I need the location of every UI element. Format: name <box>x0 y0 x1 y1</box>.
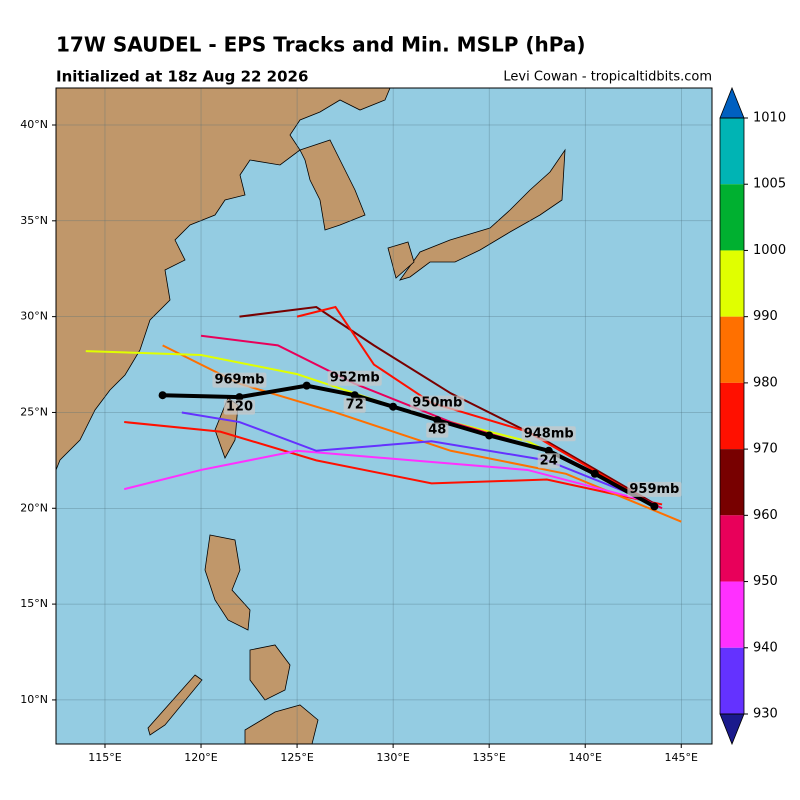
x-tick-label: 135°E <box>472 751 505 764</box>
x-tick-label: 120°E <box>184 751 217 764</box>
colorbar-frame <box>719 117 745 715</box>
pressure-label-bg <box>410 395 465 411</box>
korea <box>299 139 366 231</box>
ensemble-track <box>123 449 653 504</box>
mean-track-point <box>590 469 599 478</box>
pressure-label-bg <box>627 481 682 497</box>
title: 17W SAUDEL - EPS Tracks and Min. MSLP (h… <box>56 33 586 57</box>
colorbar-segment <box>720 184 744 251</box>
x-tick-label: 115°E <box>88 751 121 764</box>
colorbar-tick-label: 970 <box>753 442 778 457</box>
x-tick-label: 140°E <box>568 751 601 764</box>
colorbar-tick-label: 930 <box>753 707 778 722</box>
hour-label: 120 <box>226 400 253 415</box>
y-tick-label: 15°N <box>20 597 48 610</box>
colorbar-tick-label: 940 <box>753 640 778 655</box>
colorbar-segment <box>720 581 744 648</box>
mean-track <box>162 383 656 509</box>
pressure-label: 969mb <box>214 373 264 388</box>
pressure-label: 948mb <box>524 426 574 441</box>
x-tick-label: 125°E <box>280 751 313 764</box>
colorbar-tick-label: 980 <box>753 375 778 390</box>
colorbar-segment <box>720 250 744 317</box>
colorbar-segment <box>720 382 744 450</box>
mean-track-point <box>650 502 659 511</box>
honshu <box>398 148 566 281</box>
credit: Levi Cowan - tropicaltidbits.com <box>503 70 712 85</box>
colorbar-tick-label: 1010 <box>753 111 786 126</box>
hour-label-bg <box>426 422 449 438</box>
pressure-label: 950mb <box>412 396 462 411</box>
land <box>56 88 566 744</box>
pressure-label-bg <box>521 426 576 442</box>
mean-track-point <box>302 381 311 390</box>
colorbar-tick-label: 950 <box>753 574 778 589</box>
mean-track-point <box>350 391 359 400</box>
ensemble-track <box>296 305 653 506</box>
mean-track-point <box>544 446 553 455</box>
mean-track-point <box>433 416 442 425</box>
ensemble-track <box>124 421 663 506</box>
colorbar-tick-label: 1005 <box>753 177 786 192</box>
colorbar-segment <box>720 316 744 383</box>
y-tick-label: 25°N <box>20 405 48 418</box>
hour-label-bg <box>537 453 560 469</box>
mean-track-point <box>158 391 167 400</box>
x-tick-label: 130°E <box>376 751 409 764</box>
visayas <box>249 644 291 701</box>
hour-label-bg <box>343 397 366 413</box>
colorbar-under <box>719 713 745 746</box>
subtitle: Initialized at 18z Aug 22 2026 <box>56 68 308 86</box>
mean-track-point <box>389 402 398 411</box>
hour-label: 72 <box>346 398 364 413</box>
colorbar-segment <box>720 449 744 516</box>
colorbar-tick-label: 1000 <box>753 243 786 258</box>
hour-label-bg <box>223 399 256 415</box>
x-tick-label: 145°E <box>665 751 698 764</box>
map-frame <box>55 87 713 745</box>
y-tick-label: 35°N <box>20 214 48 227</box>
colorbar-segment <box>720 118 744 185</box>
pressure-label-bg <box>327 370 382 386</box>
hour-label: 48 <box>428 423 446 438</box>
y-tick-label: 20°N <box>20 501 48 514</box>
ensemble-track <box>239 306 653 504</box>
mean-track-point <box>235 393 244 402</box>
colorbar-tick-label: 990 <box>753 309 778 324</box>
colorbar-over <box>719 86 745 119</box>
mindanao <box>244 704 319 744</box>
colorbar-tick-label: 960 <box>753 508 778 523</box>
colorbar-segment <box>720 647 744 714</box>
ensemble-track <box>181 411 644 500</box>
hour-label: 24 <box>540 453 558 468</box>
mean-track-point <box>485 431 494 440</box>
pressure-label: 952mb <box>330 371 380 386</box>
y-tick-label: 30°N <box>20 310 48 323</box>
pressure-label-bg <box>212 372 267 388</box>
colorbar-segment <box>720 515 744 582</box>
y-tick-label: 10°N <box>20 693 48 706</box>
pressure-label: 959mb <box>629 482 679 497</box>
luzon <box>204 534 251 631</box>
y-tick-label: 40°N <box>20 118 48 131</box>
